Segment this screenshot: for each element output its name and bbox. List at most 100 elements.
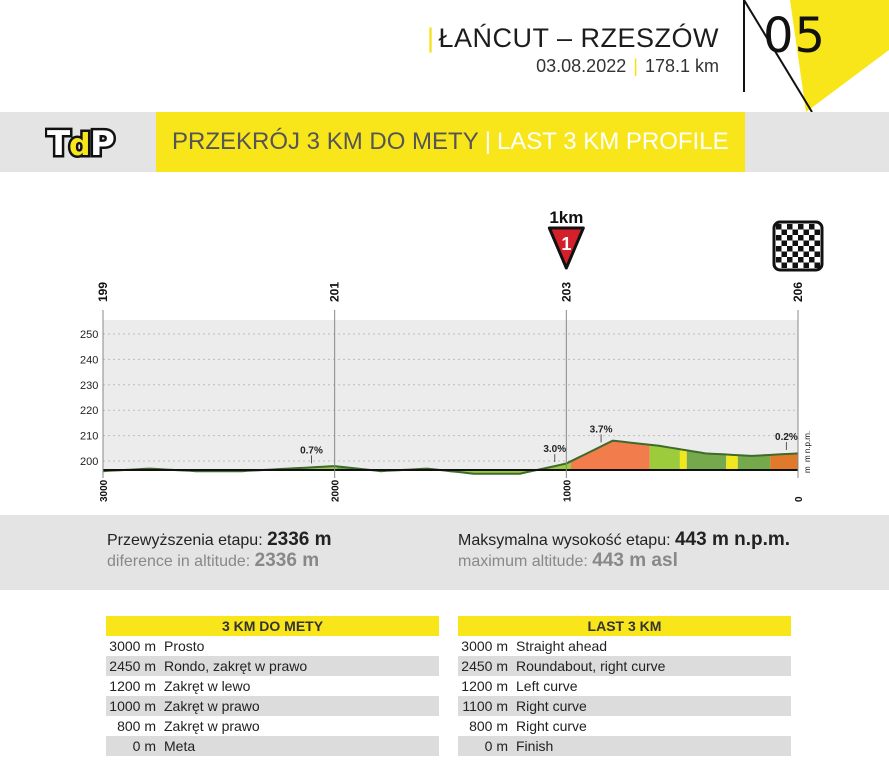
- climb-stat-pl: Przewyższenia etapu: 2336 m: [107, 530, 332, 551]
- table-row: 1100 m Right curve: [458, 696, 791, 716]
- finish-flag-square: [809, 257, 815, 263]
- finish-flag-square: [798, 235, 804, 241]
- row-distance: 1100 m: [462, 698, 508, 714]
- tdp-logo: T d P: [45, 122, 117, 164]
- km-marker-label: 199: [96, 282, 110, 302]
- elevation-segment: [770, 453, 798, 470]
- finish-flag-square: [803, 240, 809, 246]
- finish-flag-square: [798, 224, 804, 230]
- finish-flag-square: [781, 229, 787, 235]
- x-tick-label: 0: [794, 496, 805, 502]
- gradient-label: 3.7%: [590, 424, 613, 435]
- row-description: Zakręt w prawo: [164, 698, 260, 714]
- x-tick-label: 3000: [99, 479, 110, 502]
- finish-flag-square: [803, 251, 809, 257]
- corner-yellow-wedge: [790, 0, 889, 112]
- gradient-label: 3.0%: [543, 444, 566, 455]
- stage-corner-graphic: [743, 0, 889, 112]
- table-row: 0 m Meta: [106, 736, 439, 756]
- finish-flag-square: [798, 246, 804, 252]
- stage-route: | ŁAŃCUT – RZESZÓW: [427, 22, 719, 54]
- table-row: 800 m Right curve: [458, 716, 791, 736]
- banner-title-box: PRZEKRÓJ 3 KM DO METY | LAST 3 KM PROFILE: [156, 112, 745, 172]
- table-row: 1200 m Zakręt w lewo: [106, 676, 439, 696]
- finish-flag-square: [792, 240, 798, 246]
- profile-chart: 200 210 220 230 240 250 m n.p.m. m 3000 2000 1000…: [80, 208, 824, 502]
- finish-flag-square: [787, 224, 793, 230]
- max-altitude-stat: Maksymalna wysokość etapu: 443 m n.p.m. …: [458, 530, 790, 572]
- plot-background: [103, 320, 798, 470]
- row-distance: 0 m: [132, 738, 156, 754]
- table-en-title: LAST 3 KM: [458, 616, 791, 636]
- climb-value-pl: 2336 m: [267, 529, 332, 550]
- table-row: 3000 m Prosto: [106, 636, 439, 656]
- stage-header: | ŁAŃCUT – RZESZÓW 03.08.2022 | 178.1 km: [427, 22, 719, 78]
- finish-flag-square: [792, 229, 798, 235]
- elevation-segment: [737, 454, 771, 470]
- max-value-pl: 443 m n.p.m.: [674, 529, 791, 550]
- finish-flag-square: [776, 235, 782, 241]
- row-distance: 2450 m: [461, 658, 508, 674]
- finish-flag-square: [798, 257, 804, 263]
- finish-flag-square: [792, 251, 798, 257]
- corner-diagonal: [743, 0, 813, 112]
- table-row: 2450 m Rondo, zakręt w prawo: [106, 656, 439, 676]
- banner-title-separator: |: [484, 128, 491, 155]
- finish-flag-square: [809, 246, 815, 252]
- gradient-label: 0.7%: [300, 445, 323, 456]
- row-description: Roundabout, right curve: [516, 658, 666, 674]
- elevation-segment: [679, 449, 687, 470]
- table-row: 0 m Finish: [458, 736, 791, 756]
- finish-flag-square: [809, 224, 815, 230]
- climb-stat: Przewyższenia etapu: 2336 m diference in…: [107, 530, 332, 572]
- table-row: 800 m Zakręt w prawo: [106, 716, 439, 736]
- row-distance: 800 m: [117, 718, 156, 734]
- km-marker-label: 206: [791, 282, 805, 302]
- stage-meta: 03.08.2022 | 178.1 km: [427, 54, 719, 78]
- svg-text:d: d: [69, 128, 90, 163]
- finish-flag-square: [781, 262, 787, 268]
- row-distance: 800 m: [469, 718, 508, 734]
- row-description: Zakręt w prawo: [164, 718, 260, 734]
- finish-flag-square: [814, 240, 820, 246]
- one-km-label: 1km: [549, 208, 583, 227]
- max-label-pl: Maksymalna wysokość etapu:: [458, 532, 671, 549]
- y-tick-label: 250: [80, 329, 98, 341]
- row-description: Right curve: [516, 718, 587, 734]
- row-description: Prosto: [164, 638, 205, 654]
- km-marker-lines: [102, 310, 799, 478]
- row-distance: 3000 m: [461, 638, 508, 654]
- elevation-profile-line: [102, 439, 799, 475]
- gradient-labels: 0.7% 3.0% 3.7% 0.2%: [300, 424, 798, 464]
- one-km-triangle-shape: [547, 226, 585, 270]
- chart-icons: 1km 1: [547, 208, 824, 272]
- stage-stats: Przewyższenia etapu: 2336 m diference in…: [0, 515, 889, 590]
- finish-flag-square: [803, 262, 809, 268]
- route-table-pl: 3 KM DO METY 3000 m Prosto 2450 m Rondo, z…: [106, 616, 439, 756]
- y-tick-label: 240: [80, 354, 98, 366]
- route-bar: |: [426, 23, 435, 53]
- max-stat-pl: Maksymalna wysokość etapu: 443 m n.p.m.: [458, 530, 790, 551]
- row-distance: 1200 m: [461, 678, 508, 694]
- max-label-en: maximum altitude:: [458, 553, 588, 570]
- max-value-en: 443 m asl: [592, 550, 678, 571]
- one-km-triangle-icon: 1: [547, 226, 585, 270]
- finish-flag-icon: [772, 220, 824, 272]
- finish-flag-square: [787, 246, 793, 252]
- x-tick-label: 2000: [331, 479, 342, 502]
- row-description: Rondo, zakręt w prawo: [164, 658, 308, 674]
- max-stat-en: maximum altitude: 443 m asl: [458, 551, 790, 572]
- gradient-label: 0.2%: [775, 432, 798, 443]
- one-km-badge-number: 1: [561, 234, 571, 254]
- finish-flag-square: [781, 251, 787, 257]
- row-distance: 1000 m: [109, 698, 156, 714]
- stage-number: 05: [763, 8, 827, 64]
- climb-label-pl: Przewyższenia etapu:: [107, 532, 263, 549]
- route-text: ŁAŃCUT – RZESZÓW: [438, 23, 719, 53]
- finish-flag-square: [809, 235, 815, 241]
- elevation-segment: [649, 444, 680, 470]
- finish-flag-square: [814, 229, 820, 235]
- meta-separator: |: [633, 56, 638, 76]
- table-row: 3000 m Straight ahead: [458, 636, 791, 656]
- y-tick-label: 210: [80, 431, 98, 443]
